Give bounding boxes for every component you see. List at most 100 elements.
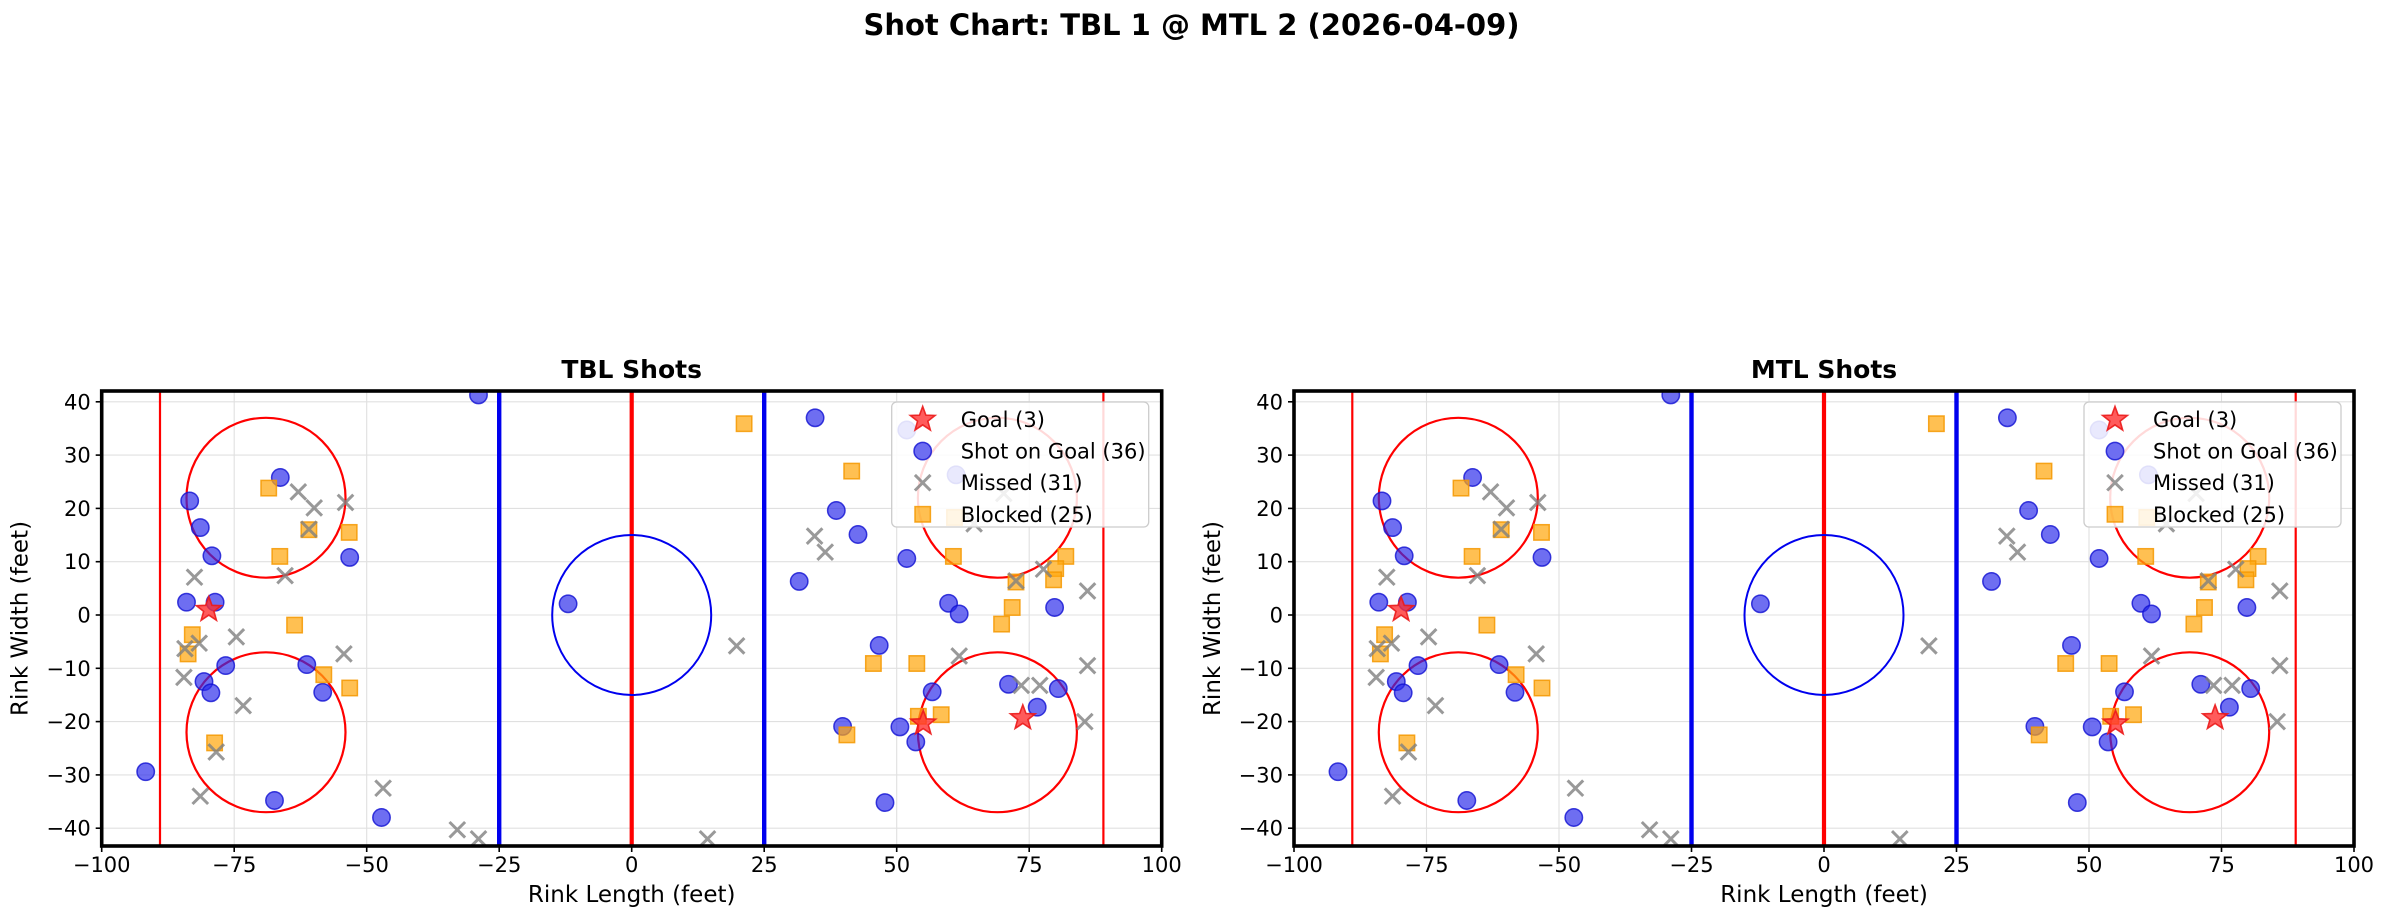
blocked-marker	[2030, 726, 2048, 744]
missed-marker	[234, 696, 253, 715]
shot-on-goal-marker	[2040, 525, 2060, 544]
shot-on-goal-marker	[1661, 391, 1681, 405]
x-tick-label: 100	[2334, 853, 2374, 877]
blocked-marker	[2137, 547, 2155, 565]
missed-marker	[2268, 712, 2287, 731]
figure-title: Shot Chart: TBL 1 @ MTL 2 (2026-04-09)	[863, 8, 1520, 42]
x-tick-label: −75	[212, 853, 256, 877]
blocked-marker	[340, 523, 358, 541]
shot-on-goal-marker	[2142, 604, 2161, 624]
y-tick-label: 0	[1270, 604, 1283, 628]
y-axis-label: Rink Width (feet)	[8, 521, 34, 716]
y-tick-label: 40	[64, 390, 91, 414]
blocked-marker	[1463, 547, 1481, 565]
legend-shot-on-goal-label: Shot on Goal (36)	[2153, 440, 2338, 464]
shot-on-goal-marker	[1982, 571, 2001, 591]
legend-shot-on-goal-marker	[913, 441, 933, 461]
missed-marker	[2199, 572, 2218, 590]
goal-marker	[1008, 702, 1038, 731]
x-tick-label: −50	[1537, 853, 1581, 877]
missed-marker	[1382, 634, 1401, 653]
shot-on-goal-marker	[869, 635, 889, 655]
missed-marker	[2270, 582, 2289, 600]
missed-marker	[1012, 676, 1031, 695]
x-axis: −100 −75 −50 −25 0 25 50 75 100	[73, 846, 1182, 877]
missed-marker	[191, 787, 210, 806]
shot-on-goal-marker	[789, 571, 809, 591]
shot-on-goal-marker	[1027, 697, 1047, 717]
x-tick-label: 75	[1016, 853, 1043, 877]
missed-marker	[1426, 696, 1445, 715]
shot-on-goal-marker	[340, 547, 360, 567]
faceoff-circle	[1377, 651, 1539, 814]
missed-marker	[1419, 628, 1438, 646]
shot-on-goal-marker	[202, 546, 222, 566]
x-tick-label: 50	[2076, 853, 2103, 877]
shot-on-goal-marker	[1328, 762, 1348, 782]
missed-marker	[1492, 520, 1511, 539]
x-tick-label: 0	[625, 853, 638, 877]
missed-marker	[1377, 568, 1396, 587]
blocked-marker	[260, 479, 278, 497]
y-tick-label: −20	[1239, 710, 1283, 734]
missed-marker	[1497, 499, 1516, 517]
blocked-marker	[2125, 706, 2142, 724]
x-tick-label: −100	[1265, 853, 1323, 877]
goal-marker	[2100, 707, 2131, 736]
shot-on-goal-marker	[2089, 549, 2109, 568]
blocked-marker	[1533, 523, 1550, 541]
blocked-marker	[271, 547, 289, 565]
legend-goal-label: Goal (3)	[961, 408, 1045, 432]
x-tick-label: 100	[1142, 853, 1182, 877]
x-tick-label: 0	[1817, 853, 1830, 877]
missed-marker	[1367, 668, 1386, 687]
missed-marker	[1661, 830, 1680, 846]
shot-on-goal-marker	[1394, 546, 1414, 566]
x-tick-label: −25	[477, 853, 521, 877]
missed-marker	[300, 520, 318, 539]
y-tick-label: 20	[1256, 497, 1283, 521]
x-tick-label: 25	[751, 853, 778, 877]
x-tick-label: −25	[1669, 853, 1713, 877]
missed-marker	[1468, 566, 1487, 585]
shot-on-goal-marker	[216, 656, 236, 676]
shot-on-goal-marker	[2019, 501, 2039, 520]
shot-on-goal-marker	[136, 762, 156, 782]
shot-points	[136, 391, 1097, 846]
shot-on-goal-marker	[2237, 598, 2257, 617]
blocked-marker	[993, 615, 1011, 633]
missed-marker	[1640, 820, 1659, 839]
shot-on-goal-marker	[826, 501, 846, 520]
shot-on-goal-marker	[2219, 697, 2239, 717]
blocked-marker	[286, 616, 304, 634]
y-tick-label: −10	[1239, 657, 1283, 681]
blocked-marker	[932, 706, 950, 724]
y-tick-label: 40	[1256, 390, 1283, 414]
shot-on-goal-marker	[1408, 656, 1428, 676]
shot-on-goal-marker	[180, 491, 200, 511]
legend-missed-label: Missed (31)	[2153, 471, 2275, 495]
legend: Goal (3) Shot on Goal (36) Missed (31) Bloc…	[891, 401, 1150, 528]
missed-marker	[805, 527, 824, 545]
shot-on-goal-marker	[1372, 491, 1392, 511]
shot-on-goal-marker	[1505, 682, 1525, 702]
legend-goal-marker	[908, 404, 938, 432]
missed-marker	[1527, 645, 1546, 663]
legend-blocked-marker	[914, 505, 932, 523]
x-axis-label: Rink Length (feet)	[1720, 882, 1928, 908]
missed-marker	[1528, 493, 1547, 512]
missed-marker	[1997, 527, 2016, 545]
x-axis-label: Rink Length (feet)	[528, 882, 736, 908]
shot-on-goal-marker	[265, 791, 284, 810]
blocked-marker	[1927, 415, 1945, 433]
shot-on-goal-marker	[372, 808, 391, 827]
legend-shot-on-goal-marker	[2105, 441, 2125, 461]
y-axis-label: Rink Width (feet)	[1200, 521, 1226, 716]
y-tick-label: 20	[64, 497, 91, 521]
shot-on-goal-marker	[1750, 594, 1770, 614]
missed-marker	[176, 639, 194, 658]
legend: Goal (3) Shot on Goal (36) Missed (31) Bloc…	[2083, 401, 2342, 528]
missed-marker	[374, 779, 392, 798]
legend-box	[891, 401, 1150, 528]
shot-on-goal-marker	[1457, 791, 1477, 810]
